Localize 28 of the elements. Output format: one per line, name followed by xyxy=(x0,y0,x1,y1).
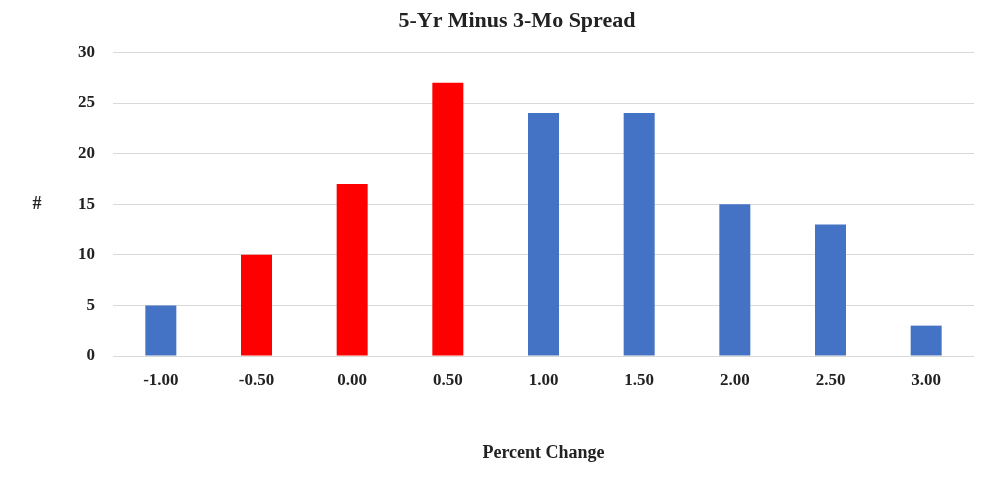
bar xyxy=(145,305,177,356)
bar xyxy=(241,254,272,356)
x-tick-label: 0.00 xyxy=(337,369,368,389)
bar xyxy=(719,204,751,356)
y-axis-title: # xyxy=(32,192,42,213)
y-tick-label: 0 xyxy=(86,345,95,365)
y-tick-label: 15 xyxy=(78,193,95,213)
y-tick-label: 10 xyxy=(78,244,95,264)
bar xyxy=(910,325,942,356)
x-tick-label: 2.50 xyxy=(815,369,846,389)
x-tick-label: -0.50 xyxy=(238,369,275,389)
y-tick-label: 20 xyxy=(78,142,95,162)
x-tick-label: 0.50 xyxy=(432,369,463,389)
x-tick-label: 2.00 xyxy=(719,369,750,389)
x-tick-label: -1.00 xyxy=(143,369,179,389)
x-tick-label: 3.00 xyxy=(911,369,942,389)
bar xyxy=(432,82,464,356)
y-tick-label: 5 xyxy=(86,294,95,314)
x-axis-title: Percent Change xyxy=(482,441,605,462)
bar xyxy=(336,183,368,356)
y-tick-label: 25 xyxy=(78,92,95,112)
chart-title: 5-Yr Minus 3-Mo Spread xyxy=(398,6,636,32)
bar xyxy=(623,113,655,356)
bar xyxy=(528,113,559,356)
bar xyxy=(815,224,846,356)
y-tick-label: 30 xyxy=(78,41,95,61)
x-tick-label: 1.00 xyxy=(528,369,559,389)
x-tick-label: 1.50 xyxy=(624,369,655,389)
